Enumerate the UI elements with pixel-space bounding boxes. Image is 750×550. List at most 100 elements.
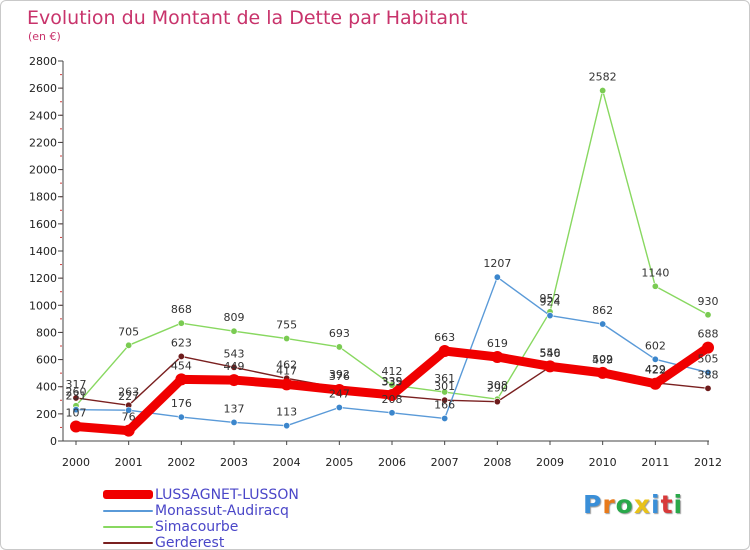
data-label: 462 xyxy=(276,358,297,371)
data-point xyxy=(441,396,449,404)
x-tick-label: 2000 xyxy=(62,456,90,469)
y-tick-label: 1400 xyxy=(29,245,57,258)
data-label: 930 xyxy=(698,295,719,308)
data-label: 166 xyxy=(434,398,455,411)
chart-title: Evolution du Montant de la Dette par Hab… xyxy=(27,7,468,29)
data-point xyxy=(438,345,451,358)
data-label: 705 xyxy=(118,325,139,338)
data-point xyxy=(175,373,188,386)
y-tick-label: 1800 xyxy=(29,191,57,204)
data-point xyxy=(651,282,659,290)
data-label: 247 xyxy=(329,387,350,400)
data-point xyxy=(228,374,240,387)
data-label: 546 xyxy=(540,347,561,360)
data-point xyxy=(177,413,185,421)
data-point xyxy=(230,327,238,335)
data-point xyxy=(651,355,659,363)
data-label: 137 xyxy=(224,402,245,415)
data-point xyxy=(335,403,343,411)
x-tick-label: 2009 xyxy=(536,456,564,469)
data-point xyxy=(70,420,82,433)
data-label: 924 xyxy=(540,296,561,309)
x-tick-label: 2003 xyxy=(220,456,248,469)
data-label: 388 xyxy=(698,368,719,381)
y-tick-label: 2600 xyxy=(29,82,57,95)
data-label: 502 xyxy=(592,353,613,366)
y-tick-label: 400 xyxy=(36,381,57,394)
data-point xyxy=(441,388,449,396)
data-label: 208 xyxy=(382,393,403,406)
data-label: 550 xyxy=(540,346,561,359)
data-point xyxy=(72,394,80,402)
data-label: 2582 xyxy=(589,71,617,84)
data-label: 505 xyxy=(698,352,719,365)
chart-subtitle: (en €) xyxy=(28,30,61,43)
data-label: 619 xyxy=(487,337,508,350)
data-label: 862 xyxy=(592,304,613,317)
y-tick-label: 1600 xyxy=(29,218,57,231)
data-label: 417 xyxy=(276,364,297,377)
data-label: 663 xyxy=(434,331,455,344)
y-tick-label: 0 xyxy=(50,435,57,448)
data-point xyxy=(335,343,343,351)
data-point xyxy=(125,406,133,414)
x-tick-label: 2007 xyxy=(431,456,459,469)
data-label: 361 xyxy=(434,372,455,385)
data-label: 449 xyxy=(224,360,245,373)
data-label: 308 xyxy=(487,379,508,392)
data-label: 263 xyxy=(118,385,139,398)
data-point xyxy=(441,414,449,422)
y-tick-label: 2000 xyxy=(29,164,57,177)
data-label: 499 xyxy=(592,353,613,366)
y-tick-label: 800 xyxy=(36,326,57,339)
data-point xyxy=(649,377,662,390)
data-point xyxy=(280,378,293,391)
data-label: 1207 xyxy=(483,257,511,270)
data-point xyxy=(283,422,291,430)
data-point xyxy=(386,388,398,401)
data-label: 623 xyxy=(171,336,192,349)
legend-label: Gerderest xyxy=(155,535,225,550)
data-label: 543 xyxy=(224,347,245,360)
data-point xyxy=(493,398,501,406)
legend-label: Simacourbe xyxy=(155,519,239,535)
x-tick-label: 2005 xyxy=(325,456,353,469)
data-point xyxy=(491,350,504,363)
data-label: 688 xyxy=(698,328,719,341)
legend-swatch xyxy=(103,510,153,512)
data-point xyxy=(388,409,396,417)
data-point xyxy=(702,341,714,354)
data-point xyxy=(230,363,238,371)
y-tick-label: 2400 xyxy=(29,109,57,122)
data-label: 335 xyxy=(382,376,403,389)
x-tick-label: 2011 xyxy=(641,456,669,469)
data-point xyxy=(122,424,135,437)
data-point xyxy=(125,341,133,349)
data-point xyxy=(283,335,291,343)
data-point xyxy=(388,381,396,389)
data-label: 693 xyxy=(329,327,350,340)
data-label: 454 xyxy=(171,359,192,372)
legend-swatch xyxy=(103,490,153,499)
data-label: 868 xyxy=(171,303,192,316)
data-label: 176 xyxy=(171,397,192,410)
data-label: 260 xyxy=(66,386,87,399)
data-label: 301 xyxy=(434,380,455,393)
y-tick-label: 1200 xyxy=(29,272,57,285)
data-label: 107 xyxy=(66,406,87,419)
data-label: 290 xyxy=(487,382,508,395)
y-tick-label: 600 xyxy=(36,354,57,367)
data-point xyxy=(704,311,712,319)
y-tick-label: 2800 xyxy=(29,55,57,68)
y-tick-label: 200 xyxy=(36,408,57,421)
data-label: 809 xyxy=(224,311,245,324)
data-label: 412 xyxy=(382,365,403,378)
data-point xyxy=(596,366,609,379)
data-point xyxy=(177,319,185,327)
data-point xyxy=(599,320,607,328)
data-label: 952 xyxy=(540,292,561,305)
data-label: 76 xyxy=(122,411,136,424)
legend-label: LUSSAGNET-LUSSON xyxy=(155,487,299,503)
